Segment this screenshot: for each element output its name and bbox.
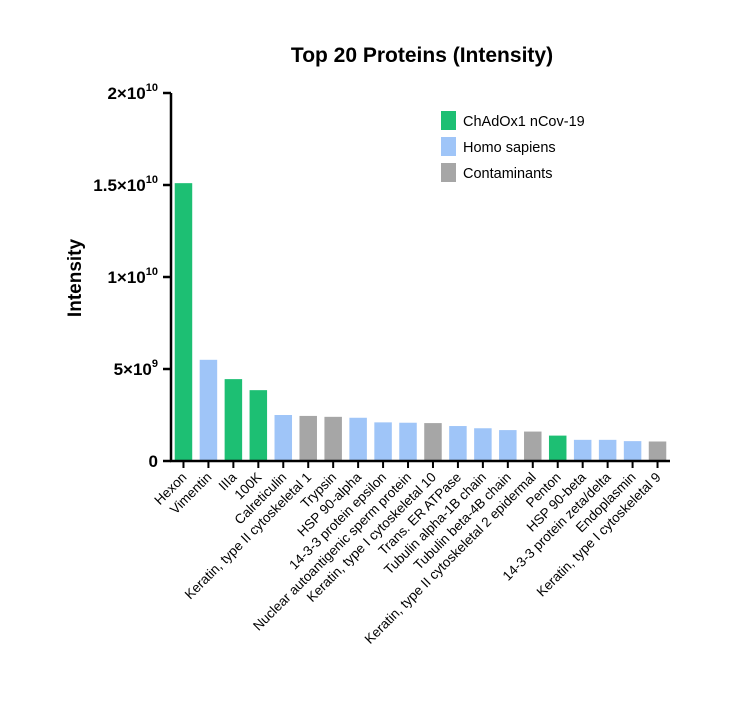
bar-15 bbox=[524, 431, 542, 461]
bar-5 bbox=[274, 415, 293, 461]
legend-label-2: Homo sapiens bbox=[463, 140, 556, 156]
y-tick-label-1: 5×109 bbox=[114, 358, 158, 379]
y-ticks-group: 0 5×109 1×1010 1.5×1010 2×1010 bbox=[93, 82, 171, 471]
bar-6 bbox=[299, 415, 317, 461]
bar-13 bbox=[474, 428, 492, 461]
bars-group bbox=[174, 183, 667, 461]
bar-3 bbox=[224, 379, 243, 461]
legend-label-3: Contaminants bbox=[463, 166, 552, 182]
legend-swatch-1 bbox=[441, 111, 456, 130]
legend-swatch-3 bbox=[441, 163, 456, 182]
bar-14 bbox=[499, 430, 517, 461]
bar-4 bbox=[249, 390, 268, 461]
bar-16 bbox=[548, 435, 567, 461]
bar-17 bbox=[573, 439, 592, 461]
y-tick-label-0: 0 bbox=[149, 452, 158, 471]
bar-8 bbox=[349, 417, 367, 461]
chart-title: Top 20 Proteins (Intensity) bbox=[291, 44, 553, 67]
bar-2 bbox=[199, 359, 218, 461]
bar-1 bbox=[174, 183, 193, 461]
bar-9 bbox=[374, 422, 392, 461]
legend: ChAdOx1 nCov-19 Homo sapiens Contaminants bbox=[441, 111, 585, 182]
y-tick-label-4: 2×1010 bbox=[107, 82, 158, 103]
y-tick-label-3: 1.5×1010 bbox=[93, 174, 158, 195]
bar-10 bbox=[399, 422, 417, 461]
legend-swatch-2 bbox=[441, 137, 456, 156]
y-tick-label-2: 1×1010 bbox=[107, 266, 158, 287]
bar-12 bbox=[449, 426, 467, 461]
bar-20 bbox=[648, 441, 667, 461]
bar-7 bbox=[324, 416, 342, 461]
legend-label-1: ChAdOx1 nCov-19 bbox=[463, 114, 585, 130]
bar-18 bbox=[598, 439, 617, 461]
y-axis-label: Intensity bbox=[65, 239, 86, 318]
bar-11 bbox=[424, 423, 442, 461]
bar-19 bbox=[623, 441, 642, 461]
